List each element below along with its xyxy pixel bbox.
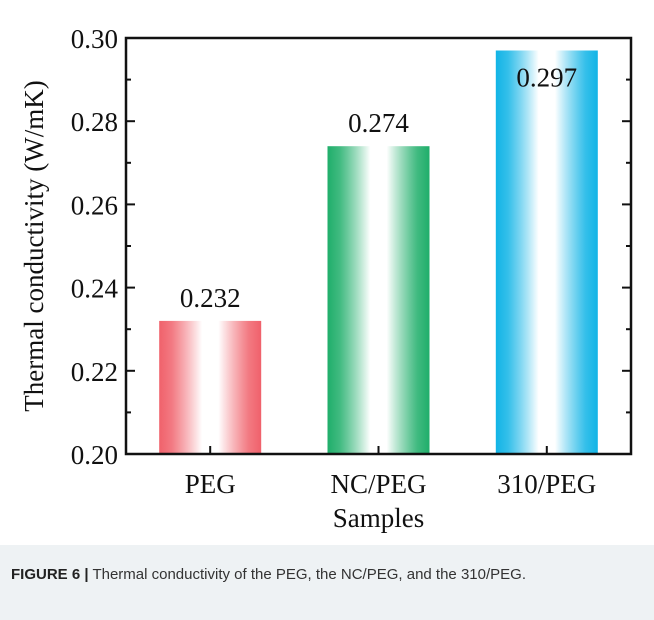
- y-tick-label: 0.22: [71, 357, 118, 387]
- chart-area: 0.232 PEG 0.274 NC/PEG 0.297 310/PEG 0.20 0.22 0…: [19, 24, 633, 533]
- plot-frame: [124, 36, 633, 456]
- figure-caption: FIGURE 6 | Thermal conductivity of the P…: [11, 564, 641, 586]
- bar-chart: 0.232 PEG 0.274 NC/PEG 0.297 310/PEG 0.20 0.22 0…: [19, 24, 633, 533]
- top-rule: [0, 0, 654, 6]
- y-tick-label: 0.24: [71, 274, 119, 304]
- y-axis-title: Thermal conductivity (W/mK): [19, 80, 49, 411]
- x-tick-label: NC/PEG: [330, 469, 426, 499]
- caption-background: [0, 545, 654, 620]
- chart-svg: 0.232 PEG 0.274 NC/PEG 0.297 310/PEG 0.20 0.22 0…: [19, 24, 633, 533]
- bar-310-peg: [495, 50, 598, 454]
- y-tick-label: 0.26: [71, 190, 118, 220]
- bar-peg: [159, 320, 262, 454]
- y-tick-label: 0.20: [71, 440, 118, 470]
- data-label: 0.232: [180, 283, 241, 313]
- caption-text: Thermal conductivity of the PEG, the NC/…: [88, 566, 526, 583]
- x-axis-title: Samples: [333, 503, 425, 533]
- data-label: 0.297: [516, 63, 577, 93]
- figure-label: FIGURE 6 |: [11, 566, 89, 583]
- x-tick-label: PEG: [185, 469, 236, 499]
- bar-nc-peg: [327, 146, 430, 454]
- x-tick-label: 310/PEG: [497, 469, 596, 499]
- y-tick-label: 0.30: [71, 24, 118, 54]
- data-label: 0.274: [348, 108, 409, 138]
- y-tick-label: 0.28: [71, 107, 118, 137]
